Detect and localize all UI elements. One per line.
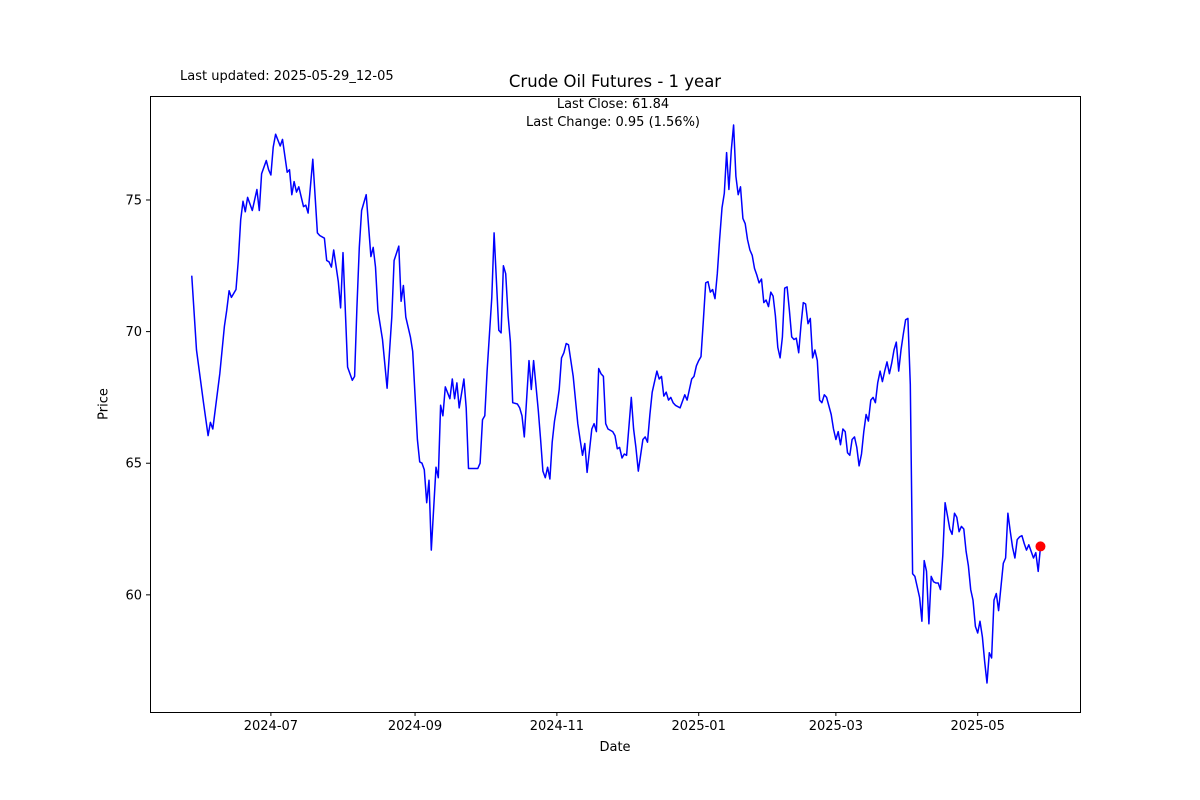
x-tick-label: 2025-03 bbox=[809, 719, 863, 734]
axes-frame bbox=[150, 96, 1081, 713]
last-updated-label: Last updated: 2025-05-29_12-05 bbox=[180, 69, 394, 84]
y-tick-label: 60 bbox=[125, 588, 142, 603]
price-line bbox=[191, 124, 1042, 684]
x-axis-label: Date bbox=[599, 740, 631, 755]
price-line-layer bbox=[191, 124, 1046, 684]
annotation-last-change: Last Change: 0.95 (1.56%) bbox=[525, 115, 701, 130]
x-tick-label: 2024-07 bbox=[244, 719, 298, 734]
axis-ticks: 2024-07 2024-09 2024-11 2025-01 2025-03 2025-… bbox=[125, 193, 1004, 734]
last-close-marker bbox=[1035, 541, 1046, 552]
x-tick-label: 2025-01 bbox=[672, 719, 726, 734]
x-tick-label: 2024-11 bbox=[530, 719, 584, 734]
chart-title: Crude Oil Futures - 1 year bbox=[508, 72, 722, 91]
y-tick-label: 65 bbox=[125, 457, 142, 472]
x-tick-label: 2024-09 bbox=[388, 719, 442, 734]
y-tick-label: 75 bbox=[125, 193, 142, 208]
x-tick-label: 2025-05 bbox=[951, 719, 1005, 734]
y-tick-label: 70 bbox=[125, 325, 142, 340]
annotation-last-close: Last Close: 61.84 bbox=[556, 97, 670, 112]
